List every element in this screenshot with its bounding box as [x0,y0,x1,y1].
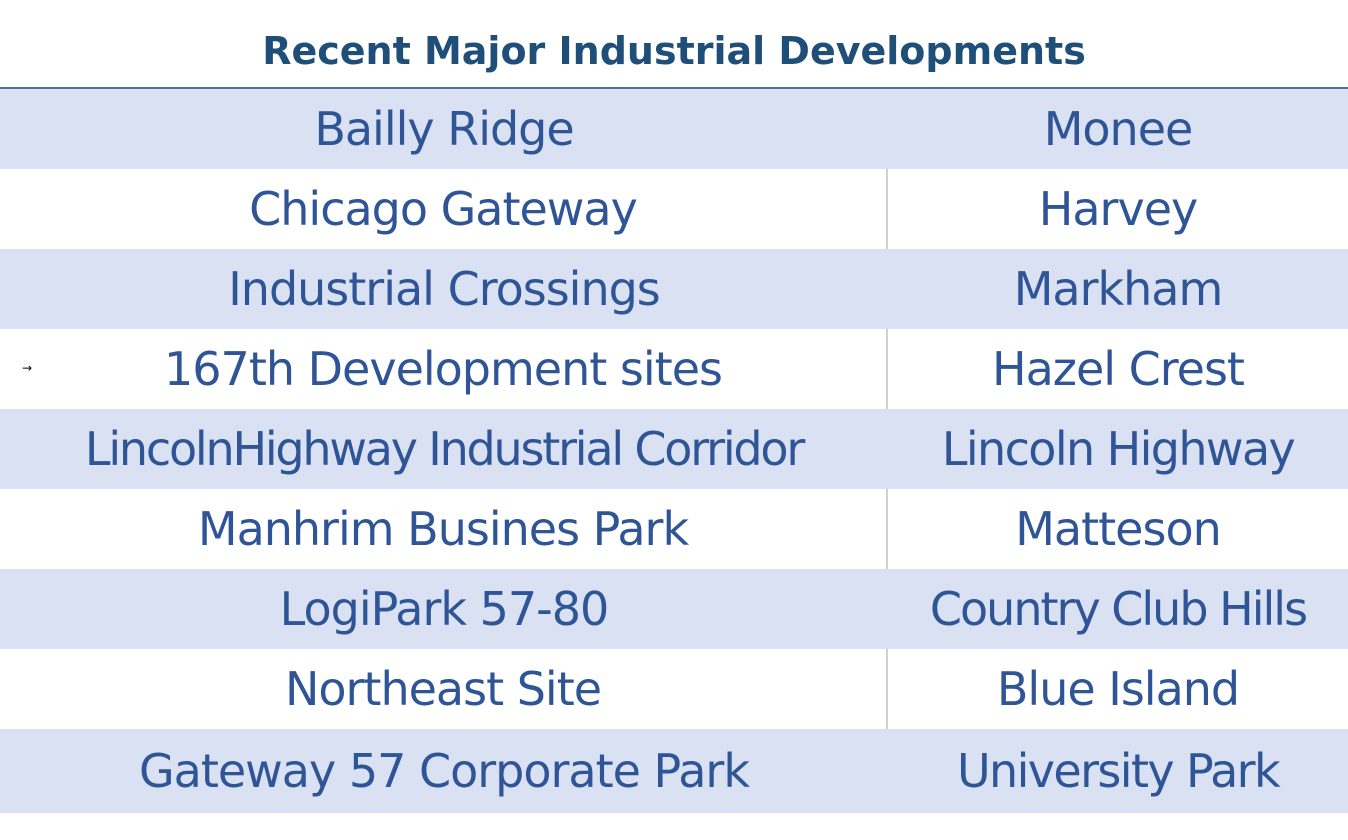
development-name: LincolnHighway Industrial Corridor [84,422,805,476]
table-row: → 167th Development sites Hazel Crest [0,329,1348,409]
development-name: Bailly Ridge [314,102,574,156]
development-location: Markham [1013,262,1224,316]
development-location: Matteson [1015,502,1222,556]
development-location: Monee [1043,102,1194,156]
arrow-marker-icon: → [22,361,33,375]
development-name: LogiPark 57-80 [279,582,610,636]
table-row: Manhrim Busines Park Matteson [0,489,1348,569]
table-row: Industrial Crossings Markham [0,249,1348,329]
development-name: Chicago Gateway [0,169,888,249]
table-row: Chicago Gateway Harvey [0,169,1348,249]
table-row: LogiPark 57-80 Country Club Hills [0,569,1348,649]
developments-table: Bailly Ridge Monee Chicago Gateway Harve… [0,89,1348,813]
development-name: Gateway 57 Corporate Park [139,744,750,798]
development-location: Country Club Hills [929,582,1308,636]
table-row: Gateway 57 Corporate Park University Par… [0,729,1348,813]
development-location: Hazel Crest [992,342,1245,396]
development-name: Northeast Site [0,649,888,729]
development-name: Manhrim Busines Park [0,489,888,569]
table-row: Northeast Site Blue Island [0,649,1348,729]
table-row: LincolnHighway Industrial Corridor Linco… [0,409,1348,489]
development-location: Harvey [1038,182,1198,236]
development-location: Lincoln Highway [941,422,1296,476]
development-name: 167th Development sites [0,329,888,409]
development-name: Industrial Crossings [228,262,661,316]
table-row: Bailly Ridge Monee [0,89,1348,169]
title-divider [0,87,1348,89]
development-location: Blue Island [996,662,1240,716]
page-title: Recent Major Industrial Developments [262,29,1086,73]
development-location: University Park [956,744,1281,798]
